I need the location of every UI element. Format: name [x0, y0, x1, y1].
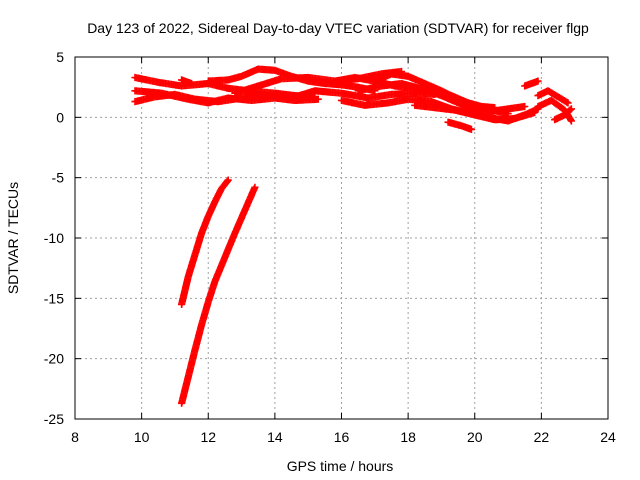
- data-point: [564, 99, 572, 107]
- data-point: [188, 79, 196, 88]
- x-tick-label: 20: [467, 429, 483, 445]
- plot-frame: [74, 56, 609, 420]
- chart-title: Day 123 of 2022, Sidereal Day-to-day VTE…: [87, 20, 589, 36]
- y-tick-label: 5: [56, 49, 64, 65]
- x-tick-label: 22: [534, 429, 550, 445]
- y-tick-label: -5: [52, 170, 65, 186]
- data-point: [567, 105, 575, 113]
- x-tick-label: 18: [400, 429, 416, 445]
- series-track-13: [444, 118, 475, 133]
- data-point: [314, 95, 322, 103]
- y-axis-title: SDTVAR / TECUs: [5, 182, 21, 294]
- y-tick-label: -15: [44, 290, 64, 306]
- x-tick-label: 24: [600, 429, 616, 445]
- data-point: [566, 106, 574, 114]
- series-track-12: [411, 101, 539, 124]
- series-track-15: [534, 87, 572, 107]
- data-point: [521, 102, 529, 111]
- data-point: [567, 117, 575, 125]
- y-tick-label: 0: [56, 109, 64, 125]
- series-track-4: [178, 76, 196, 88]
- data-point: [531, 108, 539, 117]
- x-axis-title: GPS time / hours: [287, 458, 394, 474]
- series-track-18: [178, 176, 232, 308]
- y-tick-label: -20: [44, 351, 64, 367]
- x-tick-label: 14: [267, 429, 283, 445]
- data-point: [467, 125, 475, 133]
- data-point: [567, 116, 575, 124]
- data-point: [224, 176, 232, 184]
- data-point: [534, 77, 542, 85]
- x-tick-label: 16: [334, 429, 350, 445]
- y-tick-label: -10: [44, 230, 64, 246]
- series-track-11: [371, 70, 512, 118]
- series-track-3: [131, 87, 322, 107]
- axis-ticks: 8 10 12 14 16 18 20 22 24 -25 -20 -15 -10 -5 0 5: [44, 49, 616, 445]
- series-track-14: [521, 77, 542, 90]
- x-tick-label: 12: [200, 429, 216, 445]
- x-tick-label: 8: [71, 429, 79, 445]
- y-tick-label: -25: [44, 411, 64, 427]
- series-track-19: [178, 183, 259, 407]
- series-track-17: [551, 105, 575, 124]
- data-point: [251, 183, 259, 191]
- data-points: [131, 65, 575, 407]
- x-tick-label: 10: [134, 429, 150, 445]
